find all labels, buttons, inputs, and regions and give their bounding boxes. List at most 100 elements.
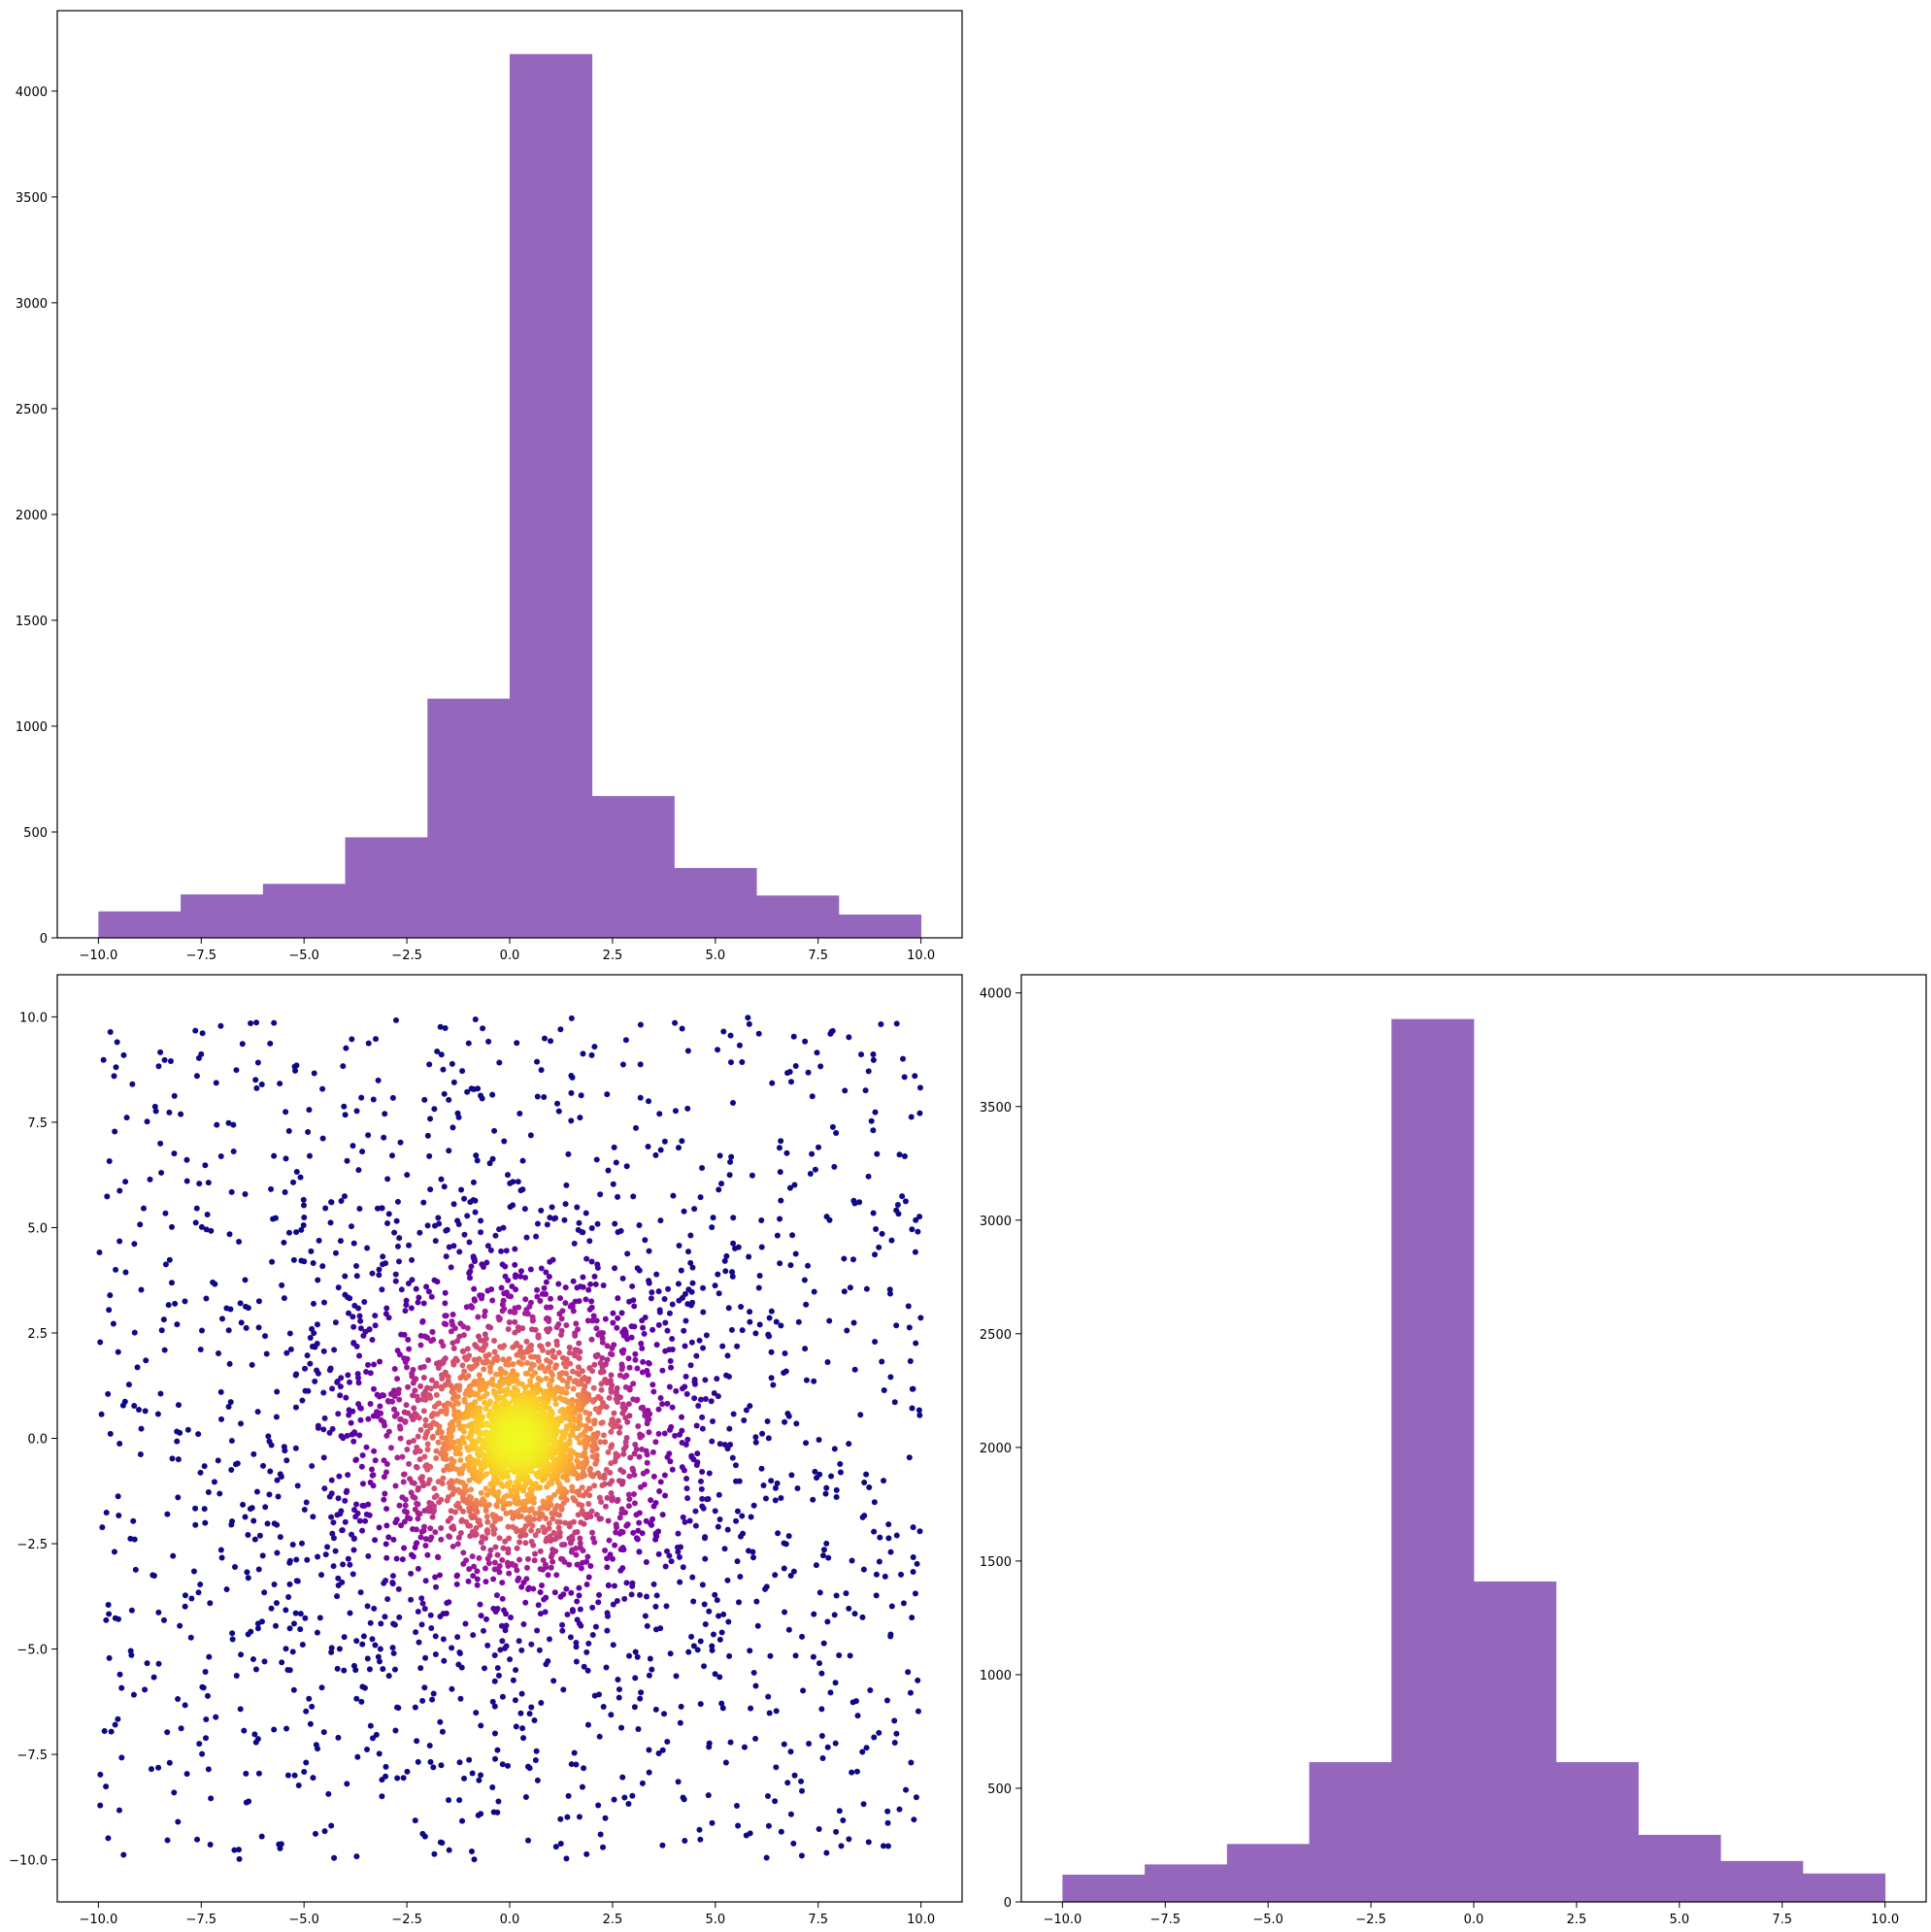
scatter-point xyxy=(477,1601,483,1608)
scatter-point xyxy=(522,1370,529,1377)
scatter-point xyxy=(362,1517,369,1524)
scatter-point xyxy=(412,1449,418,1455)
scatter-point xyxy=(580,1470,586,1477)
scatter-point xyxy=(716,1516,723,1522)
scatter-point xyxy=(587,1425,594,1432)
scatter-point xyxy=(727,1059,734,1066)
scatter-point xyxy=(309,1703,316,1710)
scatter-point xyxy=(137,1221,144,1228)
scatter-point xyxy=(823,1214,830,1220)
scatter-point xyxy=(486,1552,493,1559)
scatter-point xyxy=(541,1284,548,1291)
scatter-point xyxy=(893,1532,900,1539)
scatter-point xyxy=(659,1367,666,1374)
scatter-point xyxy=(489,1522,496,1529)
scatter-point xyxy=(859,1614,866,1620)
scatter-point xyxy=(213,1080,219,1086)
scatter-point xyxy=(353,1853,360,1860)
scatter-point xyxy=(720,1028,727,1035)
scatter-point xyxy=(526,1711,533,1717)
scatter-point xyxy=(590,1313,597,1319)
scatter-point xyxy=(608,1372,615,1379)
scatter-point xyxy=(256,1532,263,1539)
x-tick-label: 0.0 xyxy=(500,949,520,963)
scatter-point xyxy=(286,1330,293,1337)
scatter-point xyxy=(218,1554,225,1561)
scatter-point xyxy=(600,1844,607,1850)
scatter-point xyxy=(538,1265,545,1272)
scatter-point xyxy=(618,1724,625,1731)
scatter-point xyxy=(627,1454,634,1461)
scatter-point xyxy=(580,1050,586,1057)
scatter-point xyxy=(684,1301,691,1308)
scatter-point xyxy=(231,1847,238,1853)
scatter-point xyxy=(608,1460,615,1467)
scatter-point xyxy=(136,1407,143,1414)
scatter-point xyxy=(602,1316,609,1322)
scatter-point xyxy=(412,1494,418,1501)
scatter-point xyxy=(574,1204,581,1211)
scatter-point xyxy=(409,1256,416,1263)
scatter-point xyxy=(312,1378,318,1384)
scatter-point xyxy=(610,1601,616,1608)
scatter-point xyxy=(777,1260,783,1267)
scatter-point xyxy=(876,1729,882,1736)
scatter-point xyxy=(329,1385,336,1392)
scatter-point xyxy=(446,1244,452,1250)
scatter-point xyxy=(157,1390,164,1397)
scatter-point xyxy=(683,1373,689,1380)
scatter-point xyxy=(584,1416,591,1422)
scatter-point xyxy=(616,1694,622,1701)
scatter-point xyxy=(483,1405,489,1412)
scatter-point xyxy=(558,1542,565,1549)
scatter-point xyxy=(416,1294,422,1301)
scatter-point xyxy=(772,1798,779,1805)
scatter-point xyxy=(768,1478,775,1484)
scatter-point xyxy=(143,1357,150,1364)
scatter-point xyxy=(403,1364,410,1371)
scatter-point xyxy=(461,1775,468,1782)
scatter-point xyxy=(283,1155,289,1162)
scatter-point xyxy=(639,1446,646,1452)
scatter-point xyxy=(404,1447,411,1453)
scatter-point xyxy=(727,1158,734,1165)
scatter-point xyxy=(229,1630,236,1637)
scatter-point xyxy=(442,1024,449,1031)
scatter-point xyxy=(665,1285,672,1292)
scatter-point xyxy=(782,1418,788,1425)
scatter-point xyxy=(522,1275,529,1282)
scatter-point xyxy=(275,1493,282,1500)
scatter-point xyxy=(784,1070,791,1077)
scatter-point xyxy=(579,1508,585,1515)
scatter-point xyxy=(167,1057,174,1064)
scatter-point xyxy=(441,1090,448,1097)
scatter-point xyxy=(599,1339,606,1346)
scatter-point xyxy=(438,1524,445,1531)
scatter-point xyxy=(320,1389,327,1396)
scatter-point xyxy=(469,1304,476,1311)
scatter-point xyxy=(649,1289,655,1296)
scatter-point xyxy=(400,1479,407,1485)
scatter-point xyxy=(554,1100,561,1107)
scatter-point xyxy=(543,1279,549,1285)
scatter-point xyxy=(268,1185,275,1192)
scatter-point xyxy=(688,1452,695,1459)
scatter-point xyxy=(237,1706,244,1713)
scatter-point xyxy=(538,1700,545,1707)
scatter-point xyxy=(655,1406,662,1413)
scatter-point xyxy=(700,1284,707,1291)
scatter-point xyxy=(576,1592,583,1599)
histogram-bar xyxy=(674,868,757,938)
scatter-point xyxy=(307,1335,314,1342)
scatter-point xyxy=(568,1089,575,1096)
scatter-point xyxy=(131,1329,138,1336)
scatter-point xyxy=(478,1489,484,1496)
scatter-point xyxy=(675,1549,682,1555)
scatter-point xyxy=(306,1107,313,1114)
scatter-point xyxy=(470,1513,477,1519)
scatter-point xyxy=(170,1552,177,1559)
scatter-point xyxy=(637,1061,644,1068)
scatter-point xyxy=(675,1530,682,1537)
scatter-point xyxy=(843,1590,849,1597)
scatter-point xyxy=(130,1691,137,1698)
